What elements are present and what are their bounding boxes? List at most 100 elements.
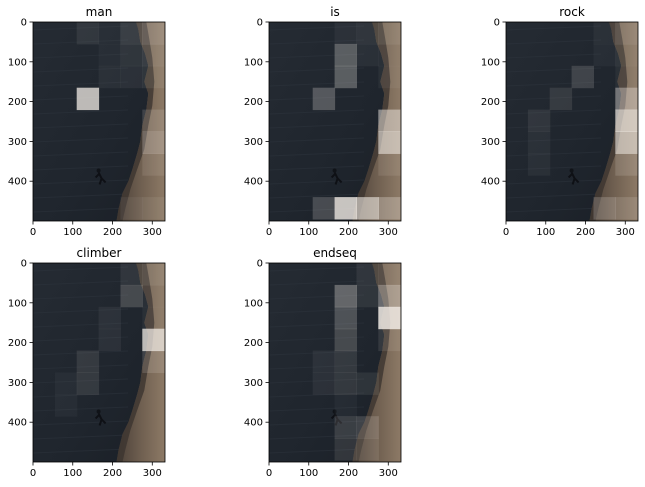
wave-line <box>506 25 602 31</box>
climber-figure <box>94 412 107 426</box>
panel-3: climber 0 100 200 300 0 100 200 300 400 <box>8 246 166 479</box>
wave-line <box>269 266 365 272</box>
attention-cell <box>98 328 121 352</box>
attention-cell <box>593 43 616 67</box>
attention-cell <box>120 197 143 220</box>
photo <box>33 263 165 462</box>
y-tick-label: 400 <box>244 177 263 188</box>
y-tick-label: 0 <box>21 259 27 270</box>
wave-line <box>33 266 129 272</box>
wave-line <box>33 336 129 342</box>
x-tick-label: 100 <box>63 227 82 238</box>
attention-cell <box>378 131 401 154</box>
attention-cell <box>334 22 357 45</box>
attention-cell <box>356 43 379 67</box>
attention-cell <box>615 87 638 111</box>
attention-cell <box>120 263 143 286</box>
wave-line <box>269 378 365 384</box>
panel-title: climber <box>77 246 122 260</box>
wave-line <box>33 179 129 185</box>
attention-cell <box>334 416 357 439</box>
x-tick-label: 100 <box>299 227 318 238</box>
x-tick-label: 200 <box>103 227 122 238</box>
x-tick-label: 0 <box>30 227 36 238</box>
wave-line <box>33 137 129 143</box>
attention-cell <box>98 65 121 89</box>
attention-cell <box>378 284 401 308</box>
panel-title: is <box>330 5 340 19</box>
x-tick-label: 300 <box>616 227 635 238</box>
y-tick-label: 100 <box>8 298 27 309</box>
y-tick-label: 200 <box>8 338 27 349</box>
wave-line <box>269 137 365 143</box>
attention-cell <box>549 87 573 111</box>
y-tick-label: 0 <box>257 18 263 29</box>
attention-cell <box>120 65 143 89</box>
wave-line <box>269 350 365 356</box>
wave-line <box>506 207 602 213</box>
attention-cell <box>334 372 357 395</box>
x-tick-label: 200 <box>103 468 122 479</box>
panel-title: endseq <box>313 246 357 260</box>
wave-line <box>33 434 129 440</box>
climber-figure <box>94 171 107 185</box>
wave-line <box>506 109 602 115</box>
attention-cell <box>76 87 100 111</box>
x-tick-label: 0 <box>503 227 509 238</box>
panel-0: man 0 100 200 300 0 100 200 300 400 <box>8 5 166 238</box>
wave-line <box>33 25 129 31</box>
wave-line <box>269 336 365 342</box>
wave-line <box>33 207 129 213</box>
climber-head <box>569 168 574 173</box>
x-tick-label: 0 <box>266 227 272 238</box>
wave-line <box>33 448 129 454</box>
wave-line <box>269 392 365 398</box>
attention-cell <box>54 372 78 395</box>
cliff-shadow <box>352 263 391 462</box>
y-tick-label: 100 <box>244 57 263 68</box>
attention-cell <box>356 263 379 286</box>
wave-line <box>33 308 129 314</box>
wave-line <box>269 308 365 314</box>
x-tick-label: 100 <box>536 227 555 238</box>
attention-cell <box>334 197 357 220</box>
y-tick-label: 400 <box>8 418 27 429</box>
wave-line <box>506 81 602 87</box>
attention-cell <box>142 350 165 373</box>
wave-line <box>269 280 365 286</box>
attention-cell <box>142 43 165 67</box>
wave-line <box>33 39 129 45</box>
y-tick-label: 100 <box>244 298 263 309</box>
climber-head <box>96 168 101 173</box>
wave-line <box>269 109 365 115</box>
attention-cell <box>334 438 357 461</box>
wave-line <box>33 123 129 129</box>
climber-figure <box>567 171 580 185</box>
x-tick-label: 200 <box>576 227 595 238</box>
axes-frame <box>268 262 402 463</box>
wave-line <box>33 280 129 286</box>
y-tick-label: 300 <box>8 137 27 148</box>
attention-cell <box>76 22 100 45</box>
wave-line <box>33 378 129 384</box>
y-tick-label: 300 <box>8 378 27 389</box>
attention-cell <box>142 109 165 132</box>
attention-cell <box>142 306 165 330</box>
wave-line <box>33 406 129 412</box>
wave-line <box>269 294 365 300</box>
wave-line <box>506 193 602 199</box>
attention-cell <box>378 328 401 352</box>
wave-line <box>506 67 602 73</box>
attention-cell <box>356 438 379 461</box>
axes-frame <box>32 21 166 222</box>
wave-line <box>269 364 365 370</box>
attention-cell <box>378 22 401 45</box>
wave-line <box>269 448 365 454</box>
wave-line <box>269 151 365 157</box>
climber-figure <box>330 171 343 185</box>
attention-cell <box>356 284 379 308</box>
cliff-shadow <box>116 22 155 221</box>
attention-cell <box>615 131 638 154</box>
attention-cell <box>356 197 379 220</box>
